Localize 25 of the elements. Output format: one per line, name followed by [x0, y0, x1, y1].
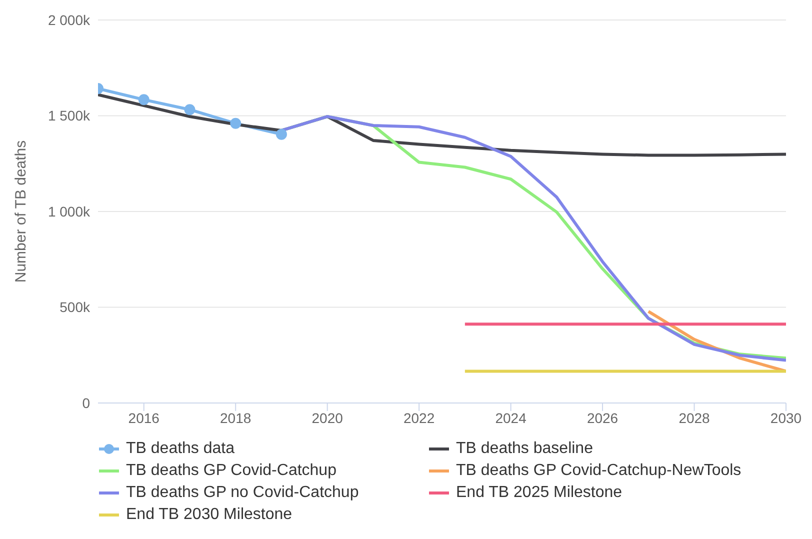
x-tick-label: 2024 — [495, 410, 527, 426]
legend-label: End TB 2025 Milestone — [456, 484, 622, 502]
x-tick-label: 2030 — [770, 410, 802, 426]
point — [184, 104, 196, 116]
y-tick-label: 2 000k — [48, 12, 91, 28]
point — [276, 128, 287, 140]
legend-label: TB deaths GP no Covid-Catchup — [126, 484, 359, 502]
x-tick-label: 2026 — [586, 410, 618, 426]
x-tick-label: 2018 — [220, 410, 252, 426]
legend-label: TB deaths baseline — [456, 440, 593, 458]
x-tick-label: 2028 — [678, 410, 710, 426]
x-tick-label: 2020 — [312, 410, 344, 426]
legend-label: End TB 2030 Milestone — [126, 506, 292, 524]
x-tick-label: 2022 — [403, 410, 435, 426]
point — [230, 118, 242, 129]
y-tick-label: 0 — [82, 394, 90, 411]
y-axis-title: Number of TB deaths — [12, 140, 30, 283]
point — [138, 94, 150, 106]
y-tick-label: 1 500k — [48, 108, 91, 124]
legend-label: TB deaths GP Covid-Catchup — [126, 462, 336, 480]
legend-label: TB deaths data — [126, 440, 235, 458]
y-tick-label: 500k — [60, 299, 91, 316]
x-tick-label: 2016 — [128, 410, 160, 426]
y-tick-label: 1 000k — [48, 203, 91, 220]
legend-label: TB deaths GP Covid-Catchup-NewTools — [456, 462, 742, 480]
